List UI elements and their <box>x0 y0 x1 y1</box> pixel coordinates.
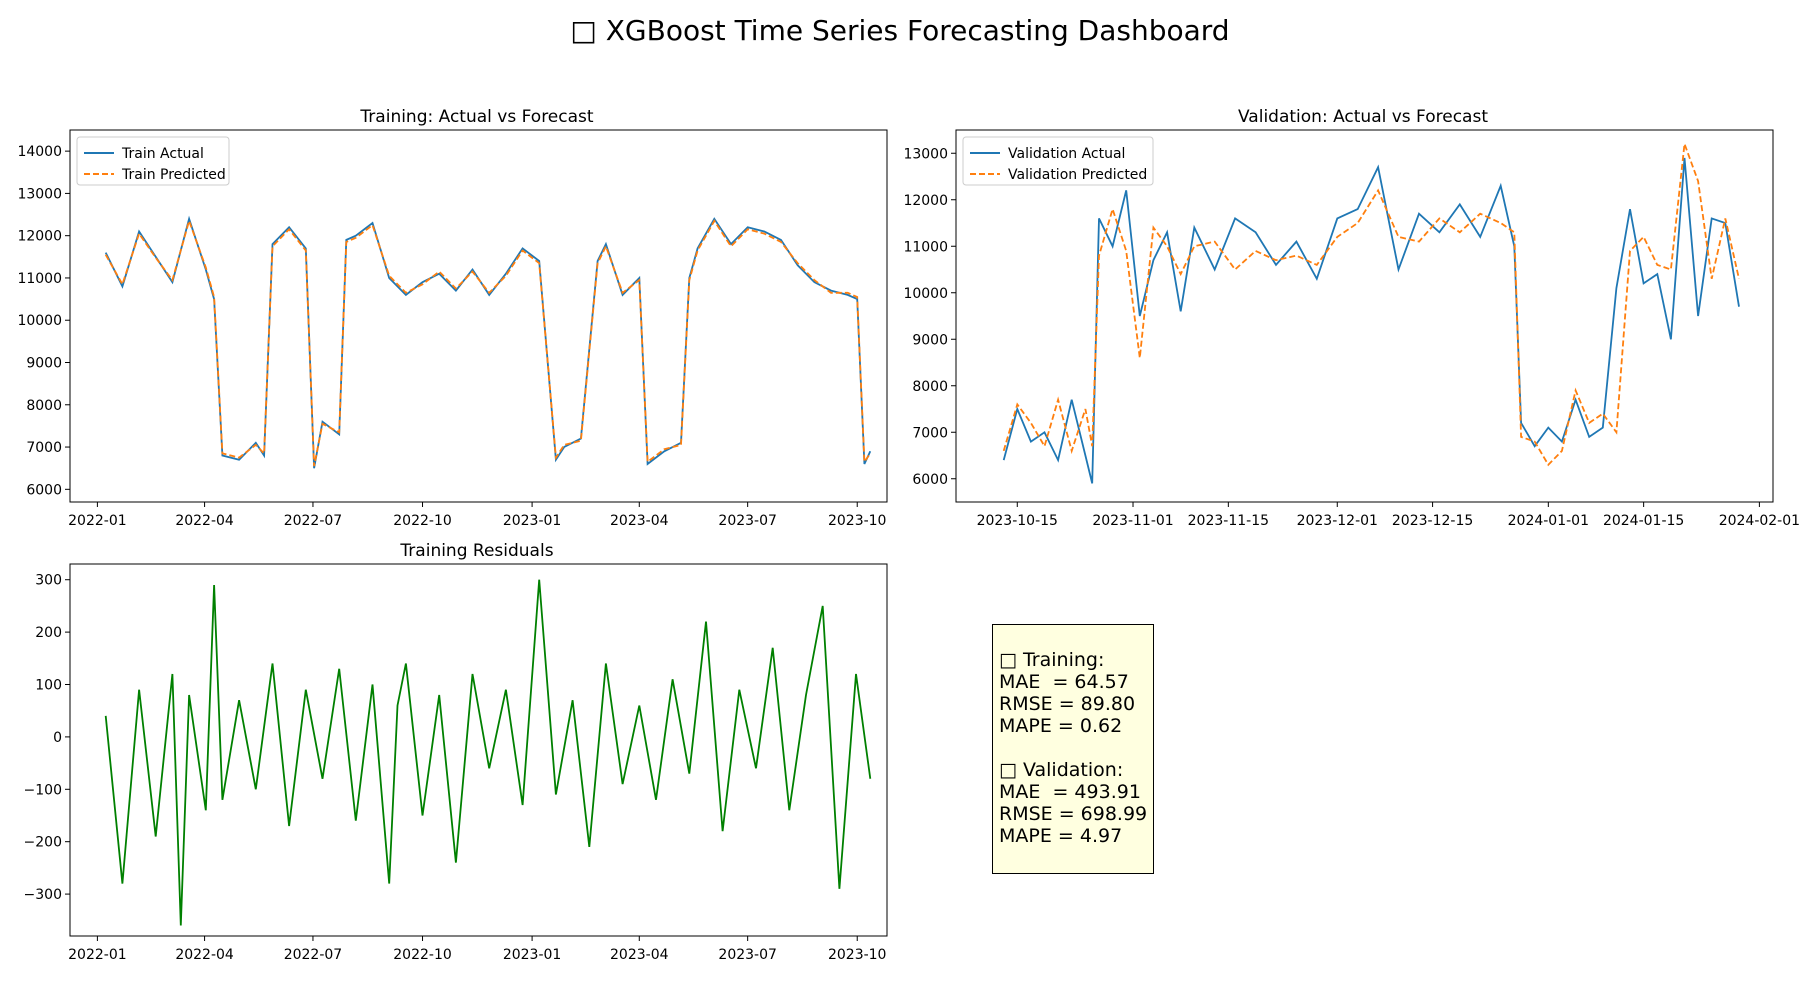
residuals-y-tick-label: −100 <box>24 782 62 798</box>
training-y-tick-label: 11000 <box>17 271 62 287</box>
training-metrics-header: □ Training: <box>999 649 1105 671</box>
training-y-tick-label: 8000 <box>26 398 62 414</box>
validation-x-tick-label: 2023-10-15 <box>977 513 1058 529</box>
validation-y-tick-label: 12000 <box>903 193 948 209</box>
training-x-tick-label: 2023-04 <box>610 513 669 529</box>
residuals-plot-frame <box>69 563 888 937</box>
training-chart: Training: Actual vs Forecast 6000 7000 800… <box>17 107 888 529</box>
training-y-tick-label: 14000 <box>17 144 62 160</box>
residuals-x-tick-label: 2022-07 <box>284 947 343 963</box>
validation-metrics-header: □ Validation: <box>999 759 1124 781</box>
training-y-tick-label: 10000 <box>17 313 62 329</box>
training-x-tick-label: 2022-07 <box>284 513 343 529</box>
validation-series-validation-actual <box>1002 157 1740 484</box>
training-y-tick-label: 6000 <box>26 482 62 498</box>
training-y-tick-label: 12000 <box>17 229 62 245</box>
validation-chart-title: Validation: Actual vs Forecast <box>1238 107 1488 127</box>
validation-x-tick-label: 2023-12-01 <box>1297 513 1378 529</box>
residuals-x-tick-label: 2023-07 <box>718 947 777 963</box>
training-legend: Train Actual Train Predicted <box>76 136 230 186</box>
validation-mape: MAPE = 4.97 <box>999 825 1123 847</box>
validation-y-tick-label: 10000 <box>903 286 948 302</box>
validation-x-tick-label: 2023-12-15 <box>1392 513 1473 529</box>
training-x-tick-label: 2023-10 <box>828 513 887 529</box>
residuals-x-tick-label: 2023-01 <box>503 947 562 963</box>
validation-plot-frame <box>955 129 1774 503</box>
training-rmse: RMSE = 89.80 <box>999 693 1136 715</box>
residuals-y-tick-label: 0 <box>53 730 62 746</box>
residuals-y-tick-label: 100 <box>35 678 62 694</box>
validation-x-tick-label: 2024-02-01 <box>1719 513 1800 529</box>
validation-y-tick-label: 11000 <box>903 239 948 255</box>
dashboard-title: □ XGBoost Time Series Forecasting Dashbo… <box>570 14 1229 47</box>
residuals-y-tick-label: 300 <box>35 573 62 589</box>
training-series-train-actual <box>104 215 872 469</box>
training-x-tick-label: 2023-01 <box>503 513 562 529</box>
validation-rmse: RMSE = 698.99 <box>999 803 1148 825</box>
validation-y-tick-label: 13000 <box>903 146 948 162</box>
training-y-tick-label: 9000 <box>26 356 62 372</box>
validation-chart: Validation: Actual vs Forecast 6000 7000 8… <box>903 107 1800 529</box>
residuals-x-tick-label: 2023-04 <box>610 947 669 963</box>
validation-legend-label: Validation Predicted <box>1008 167 1147 183</box>
training-mae: MAE = 64.57 <box>999 671 1129 693</box>
metrics-spacer <box>999 737 1147 759</box>
validation-legend-frame <box>962 136 1154 186</box>
training-legend-frame <box>76 136 230 186</box>
training-legend-label: Train Actual <box>121 146 204 162</box>
validation-x-tick-label: 2023-11-01 <box>1092 513 1173 529</box>
validation-y-tick-label: 7000 <box>912 425 948 441</box>
metrics-panel: □ Training: MAE = 64.57 RMSE = 89.80 MAP… <box>992 624 1154 874</box>
residuals-y-tick-label: −300 <box>24 887 62 903</box>
training-legend-label: Train Predicted <box>121 167 226 183</box>
validation-legend-label: Validation Actual <box>1008 146 1125 162</box>
training-series-train-predicted <box>104 217 872 467</box>
residuals-x-tick-label: 2023-10 <box>828 947 887 963</box>
training-chart-title: Training: Actual vs Forecast <box>359 107 593 127</box>
training-y-tick-label: 7000 <box>26 440 62 456</box>
validation-y-tick-label: 6000 <box>912 472 948 488</box>
residuals-x-tick-label: 2022-04 <box>175 947 234 963</box>
training-x-tick-label: 2022-01 <box>68 513 127 529</box>
validation-series-validation-predicted <box>1002 143 1740 467</box>
residuals-y-tick-label: 200 <box>35 625 62 641</box>
residuals-chart: Training Residuals −300 −200 −100 0 100 200 30… <box>24 541 888 963</box>
residuals-x-tick-label: 2022-01 <box>68 947 127 963</box>
validation-x-tick-label: 2024-01-15 <box>1603 513 1684 529</box>
training-x-tick-label: 2022-10 <box>393 513 452 529</box>
training-x-tick-label: 2023-07 <box>718 513 777 529</box>
validation-legend: Validation Actual Validation Predicted <box>962 136 1154 186</box>
validation-x-tick-label: 2024-01-01 <box>1508 513 1589 529</box>
validation-y-tick-label: 9000 <box>912 332 948 348</box>
residuals-chart-title: Training Residuals <box>399 541 553 561</box>
residuals-series-residual <box>104 579 872 926</box>
training-plot-frame <box>69 129 888 503</box>
validation-x-tick-label: 2023-11-15 <box>1188 513 1269 529</box>
training-y-tick-label: 13000 <box>17 186 62 202</box>
validation-mae: MAE = 493.91 <box>999 781 1141 803</box>
residuals-x-tick-label: 2022-10 <box>393 947 452 963</box>
validation-y-tick-label: 8000 <box>912 379 948 395</box>
training-x-tick-label: 2022-04 <box>175 513 234 529</box>
residuals-y-tick-label: −200 <box>24 835 62 851</box>
training-mape: MAPE = 0.62 <box>999 715 1123 737</box>
